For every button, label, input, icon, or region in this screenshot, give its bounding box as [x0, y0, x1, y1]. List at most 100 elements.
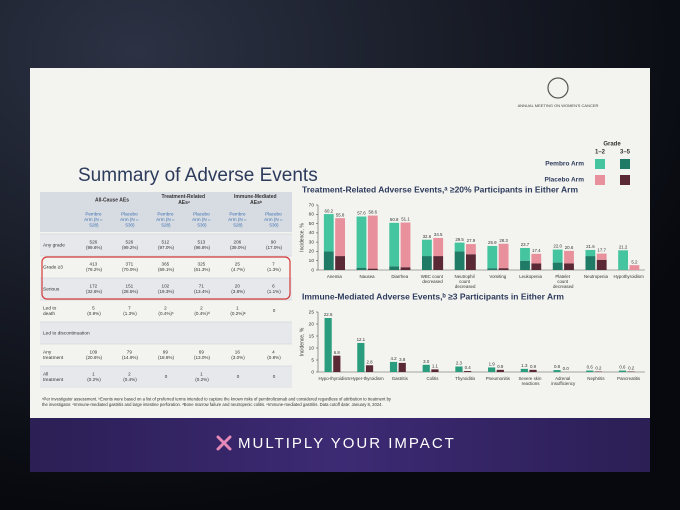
table-cell: 5 (0.9%)	[87, 305, 101, 316]
table-cell: 0	[273, 374, 276, 379]
x-tick-label: Severe skin reactions	[518, 376, 542, 386]
table-cell: 512 (97.0%)	[158, 239, 175, 250]
table-group-header: All-Cause AEs	[95, 197, 129, 203]
table-cell: 90 (17.0%)	[266, 239, 283, 250]
bar-segment	[465, 244, 476, 255]
total-label: 60.2	[325, 208, 334, 213]
total-label: 55.8	[336, 212, 345, 217]
banner-logo	[216, 435, 232, 451]
bar-segment	[498, 268, 509, 270]
table-cell: 79 (14.9%)	[122, 349, 139, 360]
x-tick-label: Hypothyroidism	[614, 274, 645, 279]
table-arm-header: Placebo Arm (N = 530)	[264, 212, 284, 228]
value-label: 0.4	[465, 365, 472, 370]
bar	[586, 370, 594, 372]
value-label: 0.6	[587, 365, 594, 370]
bar	[422, 364, 430, 372]
bar-segment	[564, 250, 574, 264]
table-row-bg	[40, 256, 292, 278]
y-tick-label: 40	[309, 230, 315, 236]
bar-segment	[367, 268, 378, 270]
y-tick-label: 5	[311, 357, 314, 363]
bar-segment	[596, 253, 607, 260]
bar	[520, 368, 528, 372]
bar-segment	[454, 251, 465, 270]
table-cell: 0	[165, 374, 168, 379]
value-label: 0.9	[530, 364, 537, 369]
y-tick-label: 0	[311, 267, 314, 273]
table-arm-header: Placebo Arm (N = 530)	[192, 212, 212, 228]
x-tick-label: Nausea	[359, 274, 375, 279]
bar-segment	[400, 222, 411, 268]
bar	[324, 318, 332, 372]
table-cell: 25 (4.7%)	[231, 261, 245, 272]
total-label: 32.6	[423, 234, 432, 239]
value-label: 0.9	[497, 364, 504, 369]
x-tick-label: Hypo-thyroidism	[318, 376, 350, 381]
bar-segment	[389, 222, 400, 267]
legend-swatch	[595, 175, 605, 185]
table-row-label: Serious	[43, 286, 60, 292]
bar-segment	[552, 262, 563, 270]
y-axis-label: Incidence, %	[299, 223, 305, 252]
x-tick-label: Vomiting	[489, 274, 506, 279]
bar-segment	[520, 260, 530, 270]
table-cell: 513 (96.8%)	[194, 239, 211, 250]
value-label: 0.2	[595, 366, 602, 371]
x-tick-label: Pancreatitis	[617, 376, 641, 381]
table-row-bg	[40, 322, 292, 344]
bar-segment	[367, 215, 378, 269]
bar	[618, 370, 627, 372]
table-group-header: Immune-Mediated AEsᵇ	[234, 194, 278, 206]
table-cell: 365 (69.1%)	[158, 261, 175, 272]
table-row-bg	[40, 344, 292, 366]
table-cell: 69 (13.0%)	[194, 349, 211, 360]
y-tick-label: 20	[309, 321, 315, 327]
total-label: 20.6	[565, 245, 574, 250]
bar-segment	[498, 243, 509, 269]
total-label: 34.5	[434, 232, 443, 237]
x-tick-label: WBC count decreased	[421, 274, 444, 284]
table-arm-header: Pembro Arm (N = 528)	[228, 212, 248, 228]
table-cell: 102 (19.3%)	[158, 283, 175, 294]
x-tick-label: Leukopenia	[519, 274, 542, 279]
table-arm-header: Placebo Arm (N = 530)	[120, 212, 140, 228]
bar	[365, 365, 374, 372]
y-tick-label: 10	[309, 345, 315, 351]
bar-segment	[564, 263, 574, 270]
y-tick-label: 25	[309, 309, 315, 315]
legend-grade: 3–5	[620, 150, 631, 156]
banner	[30, 418, 650, 472]
total-label: 21.6	[586, 244, 595, 249]
legend-swatch	[595, 159, 605, 169]
value-label: 0.8	[554, 364, 561, 369]
bar-segment	[400, 267, 411, 270]
bar-segment	[629, 265, 640, 270]
table-cell: 71 (13.4%)	[194, 283, 211, 294]
banner-text: MULTIPLY YOUR IMPACT	[238, 435, 456, 452]
bar-segment	[585, 256, 596, 270]
footnote: ᵃPer investigator assessment. ᵇEvents we…	[42, 396, 392, 407]
bar	[431, 369, 439, 372]
bar-segment	[487, 268, 498, 270]
value-label: 2.8	[366, 359, 373, 364]
table-row-label: All treatment	[43, 372, 64, 384]
y-tick-label: 50	[309, 221, 315, 227]
bar-segment	[433, 237, 444, 257]
total-label: 58.6	[369, 210, 378, 215]
table-cell: 99 (18.8%)	[158, 349, 175, 360]
table-row-bg	[40, 300, 292, 322]
y-tick-label: 70	[309, 202, 315, 208]
table-highlight	[41, 256, 291, 300]
table-header-bg	[40, 192, 292, 232]
table-cell: 1 (0.2%)	[195, 371, 209, 382]
total-label: 29.5	[455, 237, 464, 242]
bar-segment	[531, 263, 542, 270]
value-label: 22.5	[324, 312, 333, 317]
bar-segment	[323, 251, 334, 270]
bar-segment	[356, 216, 367, 268]
y-tick-label: 30	[309, 239, 315, 245]
legend-label: Pembro Arm	[545, 161, 584, 168]
table-row-label: Led to discontinuation	[43, 330, 90, 336]
